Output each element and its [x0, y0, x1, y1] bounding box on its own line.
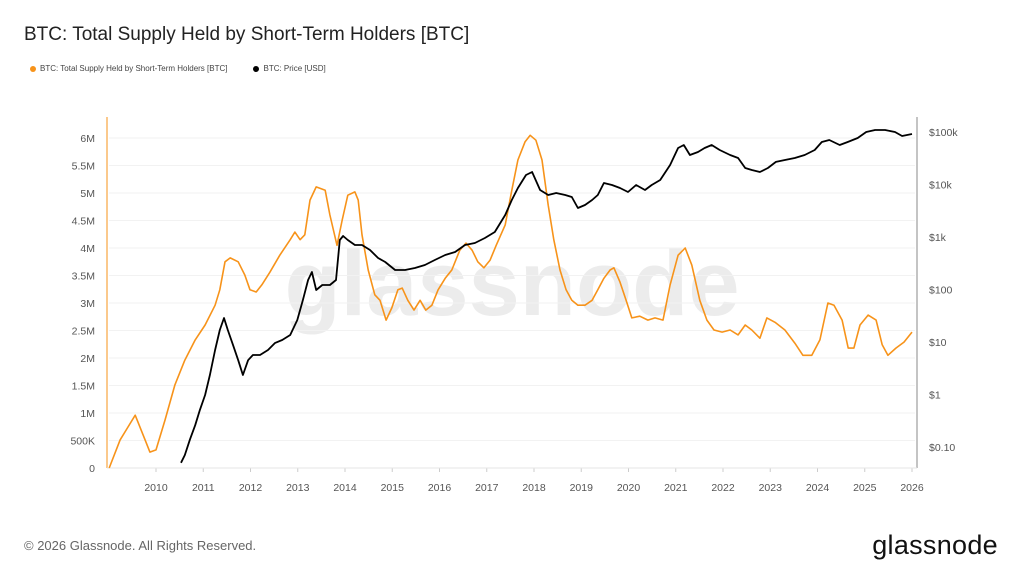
x-tick-label: 2015 — [381, 482, 405, 494]
y-left-tick-label: 500K — [70, 436, 95, 448]
y-right-tick-label: $10k — [929, 180, 953, 192]
x-tick-label: 2020 — [617, 482, 641, 494]
x-tick-label: 2017 — [475, 482, 499, 494]
y-right-tick-label: $100k — [929, 127, 958, 139]
y-left-tick-label: 4M — [80, 243, 95, 255]
x-tick-label: 2016 — [428, 482, 452, 494]
y-left-tick-label: 3M — [80, 298, 95, 310]
x-tick-label: 2014 — [333, 482, 357, 494]
y-left-tick-label: 5M — [80, 188, 95, 200]
y-right-tick-label: $100 — [929, 285, 953, 297]
y-left-tick-label: 2.5M — [72, 326, 95, 338]
x-tick-label: 2026 — [900, 482, 924, 494]
x-tick-label: 2019 — [570, 482, 594, 494]
x-tick-label: 2021 — [664, 482, 688, 494]
series-line-sth-supply — [108, 134, 913, 469]
copyright: © 2026 Glassnode. All Rights Reserved. — [24, 538, 257, 553]
y-left-tick-label: 1.5M — [72, 381, 95, 393]
legend-label-supply: BTC: Total Supply Held by Short-Term Hol… — [40, 64, 228, 73]
y-right-tick-label: $0.10 — [929, 442, 955, 454]
x-tick-label: 2024 — [806, 482, 830, 494]
y-right-tick-label: $10 — [929, 337, 947, 349]
y-left-tick-label: 0 — [89, 463, 95, 475]
legend-dot-supply — [30, 65, 36, 72]
glassnode-logo: glassnode — [872, 530, 998, 560]
y-left-tick-label: 4.5M — [72, 216, 95, 228]
x-tick-label: 2010 — [144, 482, 168, 494]
y-left-tick-label: 6M — [80, 133, 95, 145]
y-left-tick-label: 5.5M — [72, 161, 95, 173]
y-right-tick-label: $1k — [929, 232, 947, 244]
x-tick-label: 2013 — [286, 482, 310, 494]
legend-item-supply[interactable]: BTC: Total Supply Held by Short-Term Hol… — [30, 64, 227, 73]
legend-dot-price — [253, 65, 260, 72]
y-left-tick-label: 3.5M — [72, 271, 95, 283]
series-line-price — [180, 129, 913, 464]
x-tick-label: 2023 — [759, 482, 783, 494]
legend: BTC: Total Supply Held by Short-Term Hol… — [30, 64, 326, 73]
legend-item-price[interactable]: BTC: Price [USD] — [253, 64, 326, 73]
y-left-tick-label: 2M — [80, 353, 95, 365]
x-tick-label: 2025 — [853, 482, 877, 494]
x-tick-label: 2011 — [192, 482, 215, 494]
chart-title: BTC: Total Supply Held by Short-Term Hol… — [24, 24, 470, 45]
x-tick-label: 2012 — [239, 482, 263, 494]
legend-label-price: BTC: Price [USD] — [263, 64, 326, 73]
y-right-tick-label: $1 — [929, 390, 941, 402]
x-tick-label: 2022 — [711, 482, 735, 494]
y-left-tick-label: 1M — [80, 408, 95, 420]
x-tick-label: 2018 — [522, 482, 546, 494]
